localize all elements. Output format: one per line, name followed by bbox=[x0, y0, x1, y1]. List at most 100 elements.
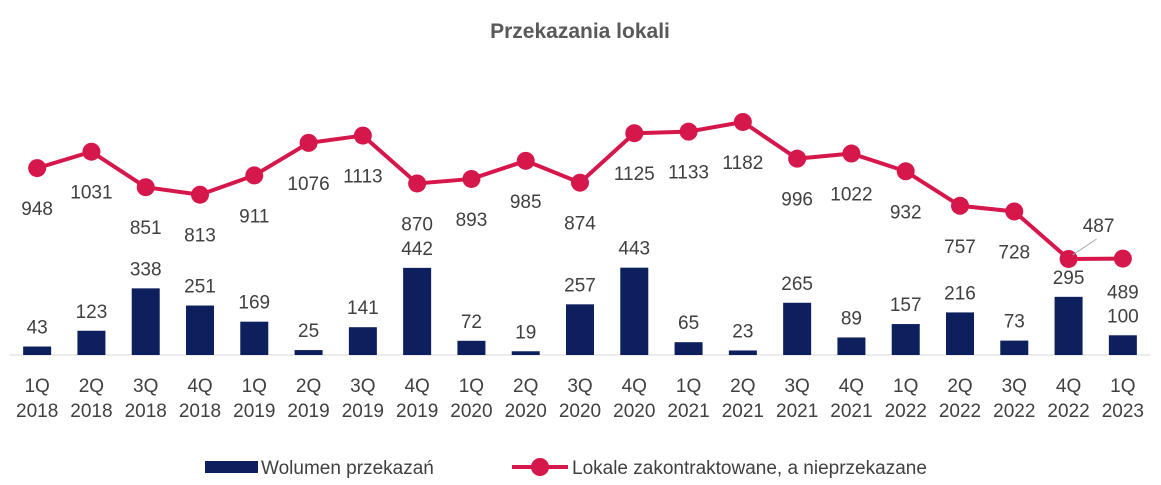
x-tick-label: 2Q bbox=[513, 376, 538, 397]
bar-value-label: 338 bbox=[130, 259, 162, 280]
line-value-label: 851 bbox=[130, 218, 162, 239]
bar-value-label: 65 bbox=[678, 313, 699, 334]
chart-title: Przekazania lokali bbox=[490, 20, 670, 43]
bar bbox=[186, 305, 214, 355]
line-point bbox=[733, 112, 752, 131]
line-point bbox=[571, 173, 589, 192]
bar-value-label: 43 bbox=[27, 318, 48, 339]
bar-value-label: 73 bbox=[1004, 312, 1025, 333]
line-value-label: 728 bbox=[998, 242, 1030, 263]
x-tick-label: 2Q bbox=[947, 376, 972, 397]
x-tick-label: 4Q bbox=[839, 376, 864, 397]
bar-value-label: 23 bbox=[732, 321, 753, 342]
x-tick-label: 2020 bbox=[505, 401, 547, 422]
x-tick-label: 2019 bbox=[287, 401, 329, 422]
bar bbox=[131, 288, 160, 355]
leader-line bbox=[1072, 238, 1097, 256]
x-tick-label: 2Q bbox=[296, 376, 321, 397]
bar-value-label: 19 bbox=[515, 322, 536, 343]
x-tick-label: 3Q bbox=[784, 376, 809, 397]
bar-value-label: 265 bbox=[781, 274, 813, 295]
line-point bbox=[1059, 249, 1078, 268]
bar bbox=[620, 267, 649, 355]
bar-value-label: 141 bbox=[347, 298, 379, 319]
line-point bbox=[82, 142, 101, 161]
line-point bbox=[951, 196, 969, 215]
line-value-label: 911 bbox=[239, 206, 269, 227]
line-point bbox=[408, 174, 427, 193]
bar-value-label: 157 bbox=[890, 295, 922, 316]
x-tick-label: 2020 bbox=[450, 401, 492, 422]
line-point bbox=[245, 166, 264, 185]
line-point bbox=[1113, 249, 1132, 268]
line-value-label: 1133 bbox=[668, 163, 709, 184]
line-value-label: 487 bbox=[1083, 216, 1115, 237]
line-point bbox=[896, 162, 915, 181]
bar bbox=[674, 342, 703, 355]
bar bbox=[837, 337, 866, 355]
bar bbox=[728, 350, 757, 355]
line-value-label: 985 bbox=[510, 192, 542, 213]
legend-label: Lokale zakontraktowane, a nieprzekazane bbox=[572, 458, 927, 479]
line-value-label: 1113 bbox=[343, 167, 382, 188]
bar bbox=[348, 327, 377, 355]
x-tick-label: 4Q bbox=[187, 376, 212, 397]
line-value-label: 996 bbox=[781, 190, 813, 211]
x-tick-label: 3Q bbox=[350, 376, 375, 397]
x-tick-label: 2022 bbox=[993, 401, 1035, 422]
x-tick-label: 3Q bbox=[567, 376, 592, 397]
x-tick-label: 2019 bbox=[396, 401, 438, 422]
bar bbox=[403, 267, 432, 355]
bar bbox=[240, 321, 269, 355]
bar-value-label: 25 bbox=[298, 321, 319, 342]
bar bbox=[23, 346, 52, 355]
line-point bbox=[462, 169, 481, 188]
line-point bbox=[353, 126, 372, 145]
x-tick-label: 2021 bbox=[667, 401, 709, 422]
x-tick-label: 1Q bbox=[893, 376, 918, 397]
x-tick-label: 2022 bbox=[885, 401, 927, 422]
bar bbox=[77, 330, 106, 355]
bar bbox=[946, 312, 974, 355]
x-tick-label: 2022 bbox=[1047, 401, 1089, 422]
x-tick-label: 4Q bbox=[1056, 376, 1081, 397]
bar bbox=[1108, 335, 1137, 355]
x-tick-label: 2019 bbox=[233, 401, 275, 422]
bar-value-label: 443 bbox=[618, 239, 650, 260]
bar bbox=[1054, 296, 1083, 355]
line-value-label: 813 bbox=[184, 226, 216, 247]
line-value-label: 893 bbox=[456, 210, 488, 231]
line-point bbox=[516, 151, 535, 170]
line-value-label: 1031 bbox=[70, 183, 112, 204]
line-point bbox=[1005, 202, 1024, 221]
line-value-label: 874 bbox=[564, 214, 596, 235]
bar bbox=[294, 350, 323, 355]
x-tick-label: 2021 bbox=[722, 401, 764, 422]
x-tick-label: 2021 bbox=[830, 401, 872, 422]
bar-value-label: 123 bbox=[76, 302, 108, 323]
line-value-label: 1125 bbox=[614, 164, 655, 185]
bar-value-label: 257 bbox=[564, 275, 596, 296]
bar-value-label: 251 bbox=[184, 277, 216, 298]
bar-value-label: 442 bbox=[401, 239, 433, 260]
x-tick-label: 2018 bbox=[179, 401, 221, 422]
legend-swatch bbox=[531, 458, 549, 476]
x-tick-label: 4Q bbox=[622, 376, 647, 397]
line-value-label: 948 bbox=[21, 199, 53, 220]
line-value-label: 1022 bbox=[830, 185, 872, 206]
x-tick-label: 2023 bbox=[1102, 401, 1144, 422]
x-tick-label: 1Q bbox=[1110, 376, 1135, 397]
x-tick-label: 1Q bbox=[242, 376, 267, 397]
line-value-label: 1182 bbox=[722, 153, 763, 174]
x-tick-label: 2020 bbox=[613, 401, 655, 422]
bar bbox=[566, 304, 594, 355]
line-value-label: 1076 bbox=[287, 174, 329, 195]
x-tick-label: 4Q bbox=[404, 376, 429, 397]
x-tick-label: 2022 bbox=[939, 401, 981, 422]
line-value-label: 932 bbox=[890, 202, 922, 223]
bar bbox=[457, 340, 486, 355]
line-point bbox=[28, 159, 47, 178]
legend-label: Wolumen przekazań bbox=[261, 458, 434, 479]
x-tick-label: 2021 bbox=[776, 401, 818, 422]
